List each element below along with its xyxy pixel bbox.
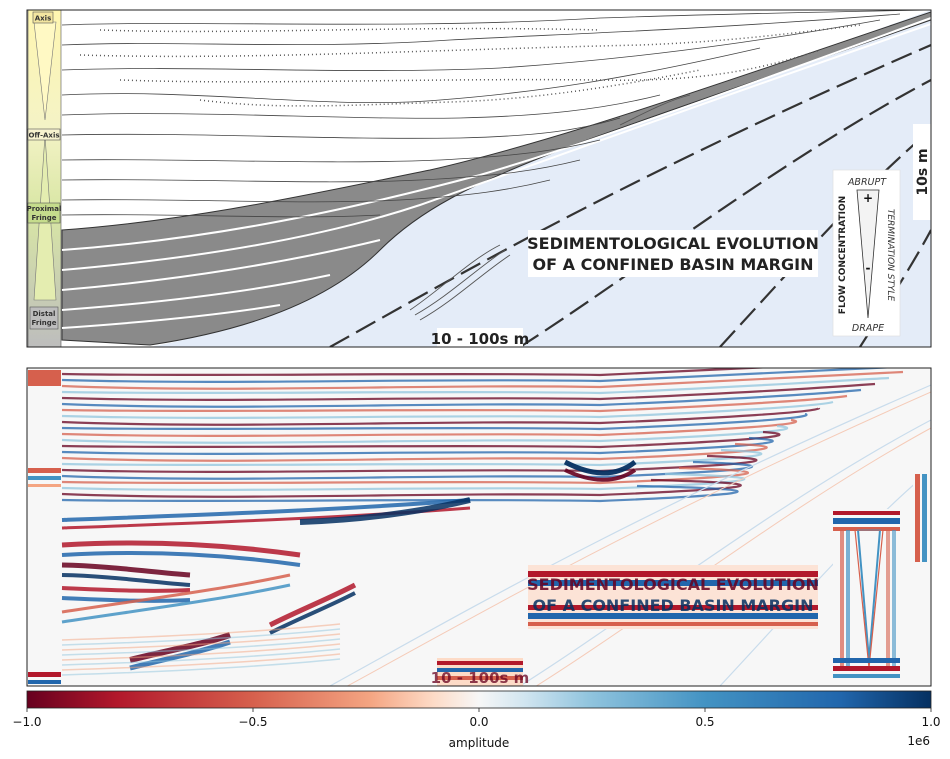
bottom-vertical-scale-response — [913, 470, 931, 566]
amplitude-band — [61, 540, 301, 558]
left-bar-response — [28, 370, 61, 684]
bottom-title-response: SEDIMENTOLOGICAL EVOLUTION OF A CONFINED… — [527, 565, 819, 629]
amplitude-band — [61, 430, 781, 449]
bottom-panel-background — [27, 368, 931, 686]
sand-lenses — [409, 94, 691, 321]
horizontal-scale-label: 10 - 100s m — [431, 330, 530, 348]
amplitude-band — [61, 648, 341, 666]
faint-reflectors — [329, 384, 931, 686]
amplitude-band — [61, 418, 798, 437]
vertical-scale-label: 10s m — [915, 148, 931, 195]
termination-legend: ABRUPT + - DRAPE FLOW CONCENTRATION TERM… — [832, 169, 901, 337]
upper-strata — [61, 10, 931, 218]
amplitude-band — [61, 551, 301, 567]
amplitude-band — [61, 638, 341, 656]
amplitude-band — [61, 643, 341, 661]
amplitude-band — [564, 468, 637, 482]
vertical-scale-box — [913, 124, 931, 220]
amplitude-band — [299, 497, 471, 525]
bottom-panel-frame — [26, 367, 932, 687]
colorbar: −1.0 −0.5 0.0 0.5 1.0 amplitude 1e6 — [12, 690, 941, 750]
bottom-title-line-2: OF A CONFINED BASIN MARGIN — [533, 596, 814, 615]
amplitude-band — [61, 562, 191, 578]
amplitude-band — [61, 583, 291, 624]
facies-proximal-label-2: Fringe — [32, 214, 57, 222]
legend-bottom-label: DRAPE — [852, 323, 884, 334]
amplitude-band — [61, 370, 904, 390]
legend-right-label: TERMINATION STYLE — [885, 209, 895, 302]
top-panel: Axis Off-Axis Proximal Fringe Distal Fri… — [27, 10, 931, 348]
amplitude-band — [61, 633, 341, 651]
amplitude-band — [61, 478, 742, 498]
amplitude-band — [61, 448, 763, 467]
amplitude-band — [61, 484, 739, 503]
facies-axis-label: Axis — [35, 15, 52, 23]
amplitude-band — [61, 412, 808, 431]
amplitude-band — [61, 596, 191, 603]
top-panel-frame — [26, 9, 932, 348]
colorbar-exponent: 1e6 — [907, 734, 930, 748]
facies-proximal-label-1: Proximal — [27, 205, 62, 213]
amplitude-band — [61, 376, 890, 395]
amplitude-band — [61, 424, 789, 444]
horizontal-scale-box — [437, 328, 523, 347]
colorbar-tick-label: 1.0 — [921, 715, 940, 729]
colorbar-tick-label: −0.5 — [238, 715, 267, 729]
amplitude-band — [61, 658, 341, 676]
amplitude-band — [61, 466, 750, 485]
top-title-line-1: SEDIMENTOLOGICAL EVOLUTION — [527, 234, 819, 253]
amplitude-band — [61, 498, 471, 522]
legend-minus-sign: - — [866, 261, 871, 275]
amplitude-band — [61, 460, 754, 480]
colorbar-tick-label: 0.0 — [469, 715, 488, 729]
legend-left-label: FLOW CONCENTRATION — [838, 196, 848, 314]
amplitude-band — [563, 459, 637, 476]
amplitude-band — [61, 436, 774, 455]
facies-distal-label-1: Distal — [33, 310, 56, 318]
facies-bar: Axis Off-Axis Proximal Fringe Distal Fri… — [27, 10, 62, 347]
amplitude-band — [61, 382, 876, 401]
amplitude-band — [61, 400, 834, 419]
amplitude-band — [61, 472, 746, 491]
bottom-panel: SEDIMENTOLOGICAL EVOLUTION OF A CONFINED… — [27, 368, 931, 687]
bed-lines — [61, 17, 931, 329]
bottom-legend-response — [833, 509, 900, 681]
amplitude-band — [61, 388, 862, 408]
colorbar-tick-label: 0.5 — [695, 715, 714, 729]
amplitude-band — [61, 573, 191, 587]
top-title-line-2: OF A CONFINED BASIN MARGIN — [533, 255, 814, 274]
bottom-title-line-1: SEDIMENTOLOGICAL EVOLUTION — [527, 575, 819, 594]
colorbar-tick-label: −1.0 — [12, 715, 41, 729]
bottom-scale-label: 10 - 100s m — [431, 669, 530, 687]
amplitude-band — [61, 442, 768, 462]
colorbar-ticks: −1.0 −0.5 0.0 0.5 1.0 — [12, 708, 941, 729]
legend-plus-sign: + — [863, 191, 873, 205]
sand-stipple — [79, 24, 861, 107]
amplitude-band — [61, 394, 848, 413]
amplitude-band — [61, 573, 291, 614]
amplitude-bands — [61, 368, 904, 676]
legend-top-label: ABRUPT — [847, 177, 887, 188]
facies-off-axis-label: Off-Axis — [28, 132, 59, 140]
facies-distal-label-2: Fringe — [32, 319, 57, 327]
top-title-box: SEDIMENTOLOGICAL EVOLUTION OF A CONFINED… — [527, 230, 819, 277]
colorbar-gradient — [26, 690, 932, 709]
bottom-scale-response: 10 - 100s m — [431, 658, 530, 687]
amplitude-band — [61, 368, 896, 383]
amplitude-band — [61, 406, 821, 426]
amplitude-band — [268, 582, 357, 628]
colorbar-label: amplitude — [449, 736, 510, 750]
amplitude-band — [61, 586, 191, 593]
amplitude-band — [61, 623, 341, 641]
amplitude-band — [61, 368, 774, 377]
amplitude-band — [61, 628, 341, 646]
amplitude-band — [61, 653, 341, 671]
